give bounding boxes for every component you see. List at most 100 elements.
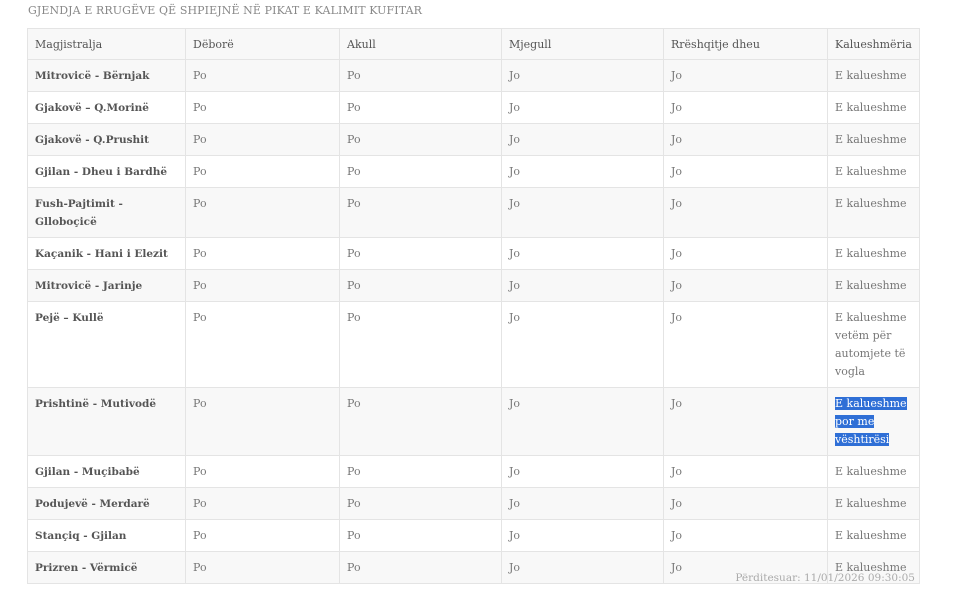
table-cell: Jo: [663, 237, 828, 270]
cell-text: Jo: [509, 69, 521, 82]
cell-text: Po: [193, 101, 207, 114]
cell-text: Jo: [509, 465, 521, 478]
table-cell: Jo: [663, 91, 828, 124]
cell-text: Jo: [671, 497, 683, 510]
table-cell: Jo: [501, 91, 664, 124]
cell-text: Jo: [671, 279, 683, 292]
cell-text: Po: [347, 497, 361, 510]
table-cell: Jo: [663, 455, 828, 488]
cell-text: Po: [193, 465, 207, 478]
cell-text: E kalueshme: [835, 279, 907, 292]
table-cell: E kalueshme: [827, 551, 920, 584]
table-row: Pejë – Kullë Po Po Jo Jo E kalueshme vetëm pë…: [27, 301, 920, 388]
table-cell: Po: [339, 387, 502, 456]
table-header-row: Magjistralja Dëborë Akull Mjegull Rrëshqitje…: [27, 28, 920, 60]
cell-text: E kalueshme: [835, 133, 907, 146]
column-header: Rrëshqitje dheu: [663, 28, 828, 60]
cell-text: Po: [193, 561, 207, 574]
cell-text: Po: [347, 133, 361, 146]
table-cell: Po: [185, 155, 340, 188]
cell-text: Jo: [671, 69, 683, 82]
table-cell: Jo: [501, 301, 664, 388]
cell-text: Po: [347, 465, 361, 478]
cell-text: Gjakovë - Q.Prushit: [35, 134, 150, 146]
table-cell: Po: [185, 551, 340, 584]
table-cell: Po: [339, 487, 502, 520]
table-cell: Jo: [663, 59, 828, 92]
table-cell: Jo: [663, 387, 828, 456]
cell-text: E kalueshme: [835, 197, 907, 210]
table-cell: Jo: [663, 187, 828, 238]
last-updated: Përditesuar: 11/01/2026 09:30:05: [735, 572, 915, 584]
table-cell: Po: [185, 487, 340, 520]
cell-text: Jo: [671, 561, 683, 574]
road-name-cell: Stançiq - Gjilan: [27, 519, 186, 552]
table-cell: E kalueshme vetëm për automjete të vogla: [827, 301, 920, 388]
table-cell: Po: [339, 519, 502, 552]
cell-text: Jo: [671, 529, 683, 542]
table-cell: E kalueshme: [827, 91, 920, 124]
table-cell: Jo: [501, 551, 664, 584]
cell-text: Po: [347, 561, 361, 574]
table-cell: E kalueshme: [827, 187, 920, 238]
table-cell: Po: [185, 237, 340, 270]
cell-text: Po: [193, 69, 207, 82]
column-header: Akull: [339, 28, 502, 60]
road-name-cell: Kaçanik - Hani i Elezit: [27, 237, 186, 270]
column-header: Magjistralja: [27, 28, 186, 60]
table-cell: Po: [339, 237, 502, 270]
cell-text: Jo: [671, 101, 683, 114]
cell-text: E kalueshme por me vështirësi: [835, 397, 907, 446]
table-row: Stançiq - Gjilan Po Po Jo Jo E kalueshme: [27, 519, 920, 552]
table-cell: Po: [185, 59, 340, 92]
cell-text: Jo: [509, 165, 521, 178]
cell-text: Gjilan - Muçibabë: [35, 466, 140, 478]
cell-text: Po: [347, 101, 361, 114]
cell-text: E kalueshme: [835, 69, 907, 82]
road-name-cell: Mitrovicë - Bërnjak: [27, 59, 186, 92]
cell-text: Po: [193, 311, 207, 324]
table-row: Prishtinë - Mutivodë Po Po Jo Jo E kalueshme …: [27, 387, 920, 456]
cell-text: Jo: [509, 529, 521, 542]
cell-text: E kalueshme: [835, 465, 907, 478]
cell-text: Jo: [671, 311, 683, 324]
table-cell: Jo: [501, 123, 664, 156]
table-cell: E kalueshme: [827, 487, 920, 520]
table-row: Kaçanik - Hani i Elezit Po Po Jo Jo E kaluesh…: [27, 237, 920, 270]
table-cell: Jo: [663, 123, 828, 156]
cell-text: Pejë – Kullë: [35, 312, 104, 324]
cell-text: Po: [347, 529, 361, 542]
cell-text: Jo: [509, 197, 521, 210]
table-cell: E kalueshme: [827, 59, 920, 92]
cell-text: Jo: [509, 247, 521, 260]
cell-text: Po: [193, 133, 207, 146]
table-row: Mitrovicë - Jarinje Po Po Jo Jo E kalueshme: [27, 269, 920, 302]
road-name-cell: Mitrovicë - Jarinje: [27, 269, 186, 302]
table-cell: Po: [185, 269, 340, 302]
cell-text: Jo: [671, 465, 683, 478]
table-cell: Po: [185, 301, 340, 388]
table-row: Gjakovë – Q.Morinë Po Po Jo Jo E kalueshme: [27, 91, 920, 124]
table-cell: Po: [185, 387, 340, 456]
cell-text: Kaçanik - Hani i Elezit: [35, 248, 168, 260]
cell-text: E kalueshme: [835, 529, 907, 542]
cell-text: Jo: [509, 311, 521, 324]
table-cell: E kalueshme: [827, 155, 920, 188]
cell-text: Jo: [671, 165, 683, 178]
road-name-cell: Gjakovë – Q.Morinë: [27, 91, 186, 124]
table-cell: Jo: [663, 155, 828, 188]
table-cell: Po: [339, 301, 502, 388]
cell-text: Po: [193, 165, 207, 178]
table-cell: Po: [339, 269, 502, 302]
cell-text: Po: [193, 529, 207, 542]
cell-text: Stançiq - Gjilan: [35, 530, 127, 542]
table-row: Podujevë - Merdarë Po Po Jo Jo E kalueshme: [27, 487, 920, 520]
section-title: GJENDJA E RRUGËVE QË SHPIEJNË NË PIKAT E…: [28, 4, 422, 17]
cell-text: Jo: [671, 197, 683, 210]
cell-text: Po: [193, 397, 207, 410]
table-cell: E kalueshme: [827, 237, 920, 270]
cell-text: Po: [193, 497, 207, 510]
table-cell: Po: [339, 59, 502, 92]
table-cell: Po: [185, 91, 340, 124]
table-cell: Jo: [663, 301, 828, 388]
